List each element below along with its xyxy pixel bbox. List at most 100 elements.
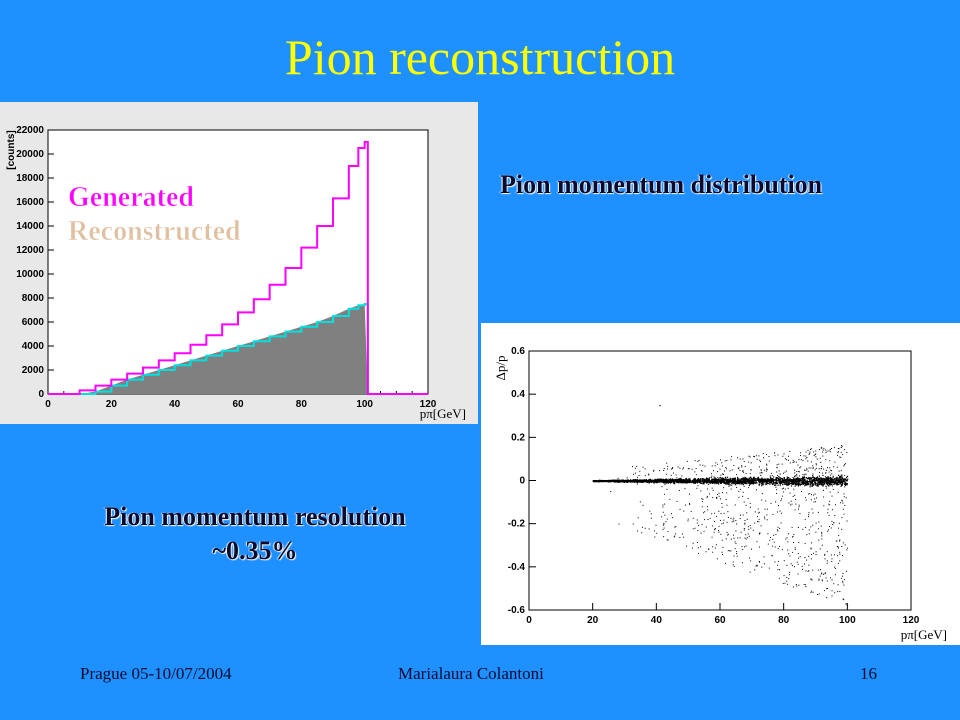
scatter-point: [737, 476, 739, 479]
scatter-point: [761, 472, 763, 474]
scatter-point: [712, 478, 714, 480]
scatter-point: [817, 511, 819, 513]
scatter-point: [749, 482, 751, 484]
scatter-point: [741, 483, 743, 485]
scatter-point: [697, 480, 700, 482]
scatter-point: [740, 482, 742, 484]
scatter-point: [839, 482, 841, 484]
scatter-point: [634, 479, 636, 481]
scatter-point: [665, 478, 667, 481]
scatter-point: [724, 481, 726, 483]
scatter-point: [769, 481, 771, 483]
scatter-point: [705, 479, 708, 481]
scatter-point: [684, 480, 686, 482]
scatter-point: [835, 481, 837, 483]
scatter-point: [743, 529, 745, 531]
scatter-point: [701, 498, 703, 500]
scatter-point: [760, 469, 762, 471]
scatter-point: [615, 481, 617, 483]
scatter-point: [684, 479, 686, 481]
scatter-point: [815, 453, 817, 455]
scatter-point: [764, 479, 767, 482]
scatter-point: [844, 464, 846, 466]
scatter-point: [618, 523, 620, 525]
scatter-point: [806, 457, 808, 459]
scatter-point: [804, 480, 807, 482]
scatter-point: [797, 552, 799, 554]
scatter-point: [808, 483, 810, 485]
scatter-point: [720, 459, 722, 461]
scatter-point: [751, 481, 753, 483]
scatter-point: [810, 526, 812, 528]
scatter-point: [666, 462, 668, 464]
scatter-point: [640, 481, 642, 483]
scatter-point: [833, 479, 835, 481]
scatter-point: [789, 462, 791, 464]
histogram-svg: 0200040006000800010000120001400016000180…: [6, 125, 466, 421]
scatter-point: [603, 479, 605, 482]
scatter-point: [789, 451, 791, 453]
scatter-point: [685, 480, 688, 482]
scatter-point: [622, 480, 625, 482]
scatter-point: [794, 483, 796, 485]
scatter-point: [728, 482, 730, 484]
scatter-point: [669, 481, 671, 483]
scatter-point: [677, 480, 679, 482]
scatter-point: [729, 477, 731, 479]
scatter-point: [808, 516, 810, 518]
scatter-point: [648, 480, 650, 482]
scatter-point: [811, 482, 813, 484]
scatter-point: [779, 569, 781, 571]
x-tick-label: 80: [778, 615, 790, 626]
scatter-point: [726, 460, 728, 462]
scatter-point: [751, 548, 753, 550]
scatter-point: [740, 531, 742, 533]
scatter-point: [830, 478, 832, 480]
scatter-point: [671, 517, 673, 519]
scatter-point: [719, 519, 721, 521]
scatter-point: [667, 480, 670, 482]
scatter-point: [700, 490, 702, 492]
scatter-point: [781, 549, 783, 551]
scatter-point: [775, 484, 777, 486]
scatter-point: [808, 512, 810, 514]
scatter-point: [791, 526, 793, 528]
scatter-point: [817, 485, 819, 487]
y-tick-label: 18000: [16, 173, 44, 184]
scatter-point: [649, 478, 651, 481]
x-tick-label: 0: [45, 399, 51, 410]
x-tick-label: 60: [714, 615, 726, 626]
scatter-point: [761, 499, 763, 501]
scatter-point: [701, 506, 703, 508]
scatter-point: [808, 478, 810, 480]
scatter-point: [785, 482, 788, 484]
scatter-point: [704, 519, 706, 521]
scatter-point: [821, 451, 823, 453]
scatter-point: [828, 515, 830, 517]
scatter-point: [811, 485, 813, 487]
scatter-point: [840, 474, 843, 476]
scatter-point: [663, 522, 665, 524]
scatter-point: [845, 603, 847, 605]
scatter-point: [681, 480, 683, 483]
scatter-point: [830, 477, 832, 479]
scatter-point: [814, 480, 816, 482]
scatter-point: [617, 477, 619, 479]
scatter-point: [786, 580, 788, 582]
generated-line: [48, 141, 428, 395]
scatter-point: [682, 482, 684, 484]
scatter-point: [641, 481, 644, 483]
scatter-point: [731, 469, 733, 471]
scatter-point: [648, 482, 650, 484]
scatter-point: [723, 477, 725, 480]
scatter-point: [665, 479, 667, 481]
scatter-point: [634, 481, 636, 483]
y-axis-label: Δp/p: [493, 356, 508, 381]
scatter-point: [792, 483, 794, 485]
scatter-point: [814, 477, 816, 479]
scatter-point: [663, 527, 665, 529]
scatter-point: [814, 483, 817, 485]
scatter-point: [731, 481, 733, 483]
scatter-point: [762, 479, 764, 481]
scatter-point: [663, 493, 665, 495]
